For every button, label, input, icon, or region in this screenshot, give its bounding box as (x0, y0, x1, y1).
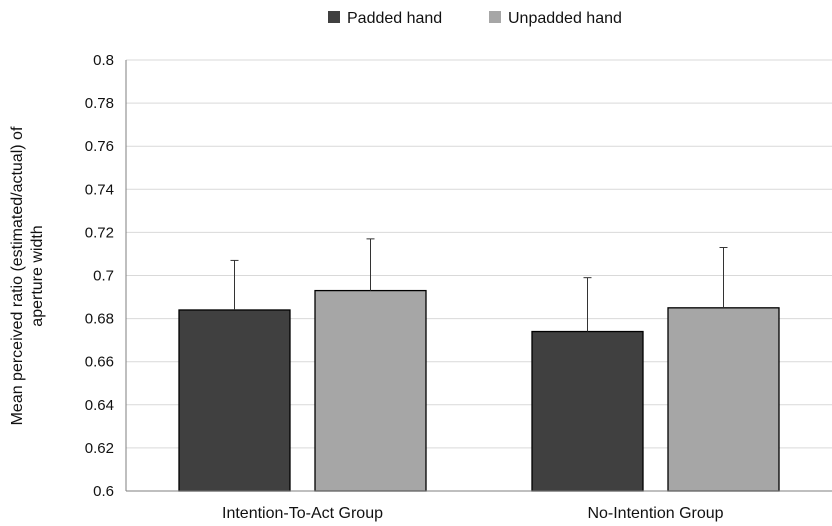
bar (178, 309, 291, 492)
legend-label-padded: Padded hand (347, 10, 442, 27)
bars (178, 289, 780, 492)
x-axis-categories: Intention-To-Act Group No-Intention Group (222, 505, 724, 522)
bar (531, 330, 644, 492)
y-tick-label: 0.6 (93, 483, 114, 500)
y-tick-label: 0.72 (85, 224, 114, 241)
error-bars (230, 238, 728, 332)
legend-swatch-unpadded (489, 11, 501, 23)
y-axis-ticks: 0.6 0.62 0.64 0.66 0.68 0.7 0.72 0.74 0.76 0.78 0.… (85, 52, 114, 500)
y-tick-label: 0.8 (93, 52, 114, 69)
bar (314, 289, 427, 492)
y-tick-label: 0.7 (93, 268, 114, 285)
legend: Padded hand Unpadded hand (328, 10, 622, 27)
y-axis-title-line-1: Mean perceived ratio (estimated/actual) … (9, 126, 26, 425)
y-tick-label: 0.62 (85, 440, 114, 457)
y-tick-label: 0.64 (85, 397, 114, 414)
legend-swatch-padded (328, 11, 340, 23)
y-tick-label: 0.76 (85, 138, 114, 155)
y-tick-label: 0.66 (85, 354, 114, 371)
y-axis-title-line-2: aperture width (29, 225, 46, 326)
x-category-label: Intention-To-Act Group (222, 505, 383, 522)
y-tick-label: 0.74 (85, 181, 114, 198)
x-category-label: No-Intention Group (587, 505, 723, 522)
y-tick-label: 0.78 (85, 95, 114, 112)
y-tick-label: 0.68 (85, 311, 114, 328)
y-axis-title: Mean perceived ratio (estimated/actual) … (9, 126, 46, 425)
bar (667, 307, 780, 492)
legend-label-unpadded: Unpadded hand (508, 10, 622, 27)
